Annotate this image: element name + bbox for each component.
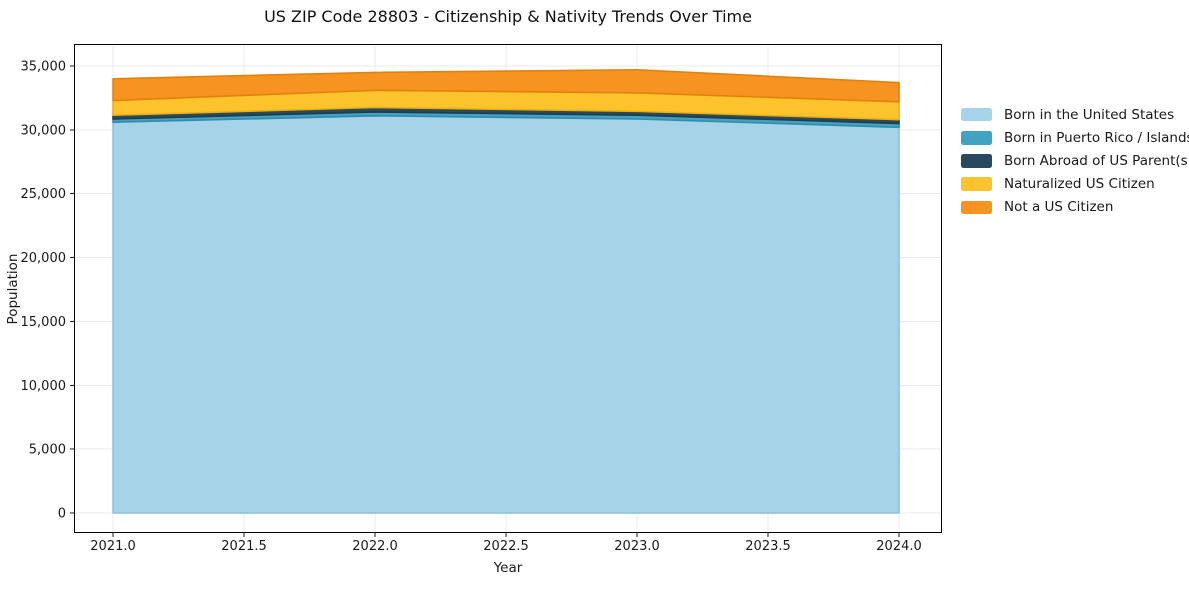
legend-label: Born in Puerto Rico / Islands bbox=[1004, 129, 1189, 146]
legend-swatch-icon bbox=[961, 154, 992, 168]
y-tick-label: 20,000 bbox=[21, 251, 67, 266]
x-tick-label: 2024.0 bbox=[876, 539, 922, 554]
legend-swatch-icon bbox=[961, 107, 992, 122]
legend-label: Born in the United States bbox=[1004, 106, 1175, 123]
x-tick-label: 2023.5 bbox=[745, 539, 791, 554]
legend-swatch-icon bbox=[961, 177, 992, 191]
legend-label: Naturalized US Citizen bbox=[1004, 176, 1155, 193]
area-born-in-the-united-states bbox=[112, 115, 900, 514]
stacked-areas bbox=[112, 69, 900, 514]
legend-item: Born in Puerto Rico / Islands bbox=[961, 126, 1189, 149]
x-tick-label: 2021.5 bbox=[221, 539, 267, 554]
y-tick-label: 10,000 bbox=[21, 379, 67, 394]
legend-swatch-icon bbox=[961, 131, 992, 145]
legend-item: Naturalized US Citizen bbox=[961, 173, 1189, 196]
plot-border bbox=[74, 44, 942, 533]
y-tick-label: 35,000 bbox=[21, 60, 67, 75]
x-tick-label: 2022.5 bbox=[483, 539, 529, 554]
chart-title: US ZIP Code 28803 - Citizenship & Nativi… bbox=[264, 7, 752, 26]
legend-label: Not a US Citizen bbox=[1004, 199, 1114, 216]
y-tick-label: 25,000 bbox=[21, 187, 67, 202]
legend-item: Born Abroad of US Parent(s) bbox=[961, 149, 1189, 172]
legend-label: Born Abroad of US Parent(s) bbox=[1004, 152, 1189, 169]
x-tick-label: 2023.0 bbox=[614, 539, 660, 554]
axis-ticks bbox=[70, 65, 900, 537]
legend-swatch-icon bbox=[961, 200, 992, 215]
legend: Born in the United States Born in Puerto … bbox=[961, 103, 1189, 219]
x-axis-label: Year bbox=[493, 560, 523, 576]
y-tick-label: 0 bbox=[58, 507, 66, 522]
y-axis-label: Population bbox=[5, 254, 21, 325]
y-tick-label: 30,000 bbox=[21, 123, 67, 138]
x-tick-label: 2021.0 bbox=[90, 539, 136, 554]
y-tick-label: 15,000 bbox=[21, 315, 67, 330]
x-tick-label: 2022.0 bbox=[352, 539, 398, 554]
legend-item: Born in the United States bbox=[961, 103, 1189, 126]
legend-item: Not a US Citizen bbox=[961, 196, 1189, 219]
area-not-a-us-citizen bbox=[112, 69, 900, 103]
y-tick-label: 5,000 bbox=[29, 443, 66, 458]
tick-labels: 2021.0 2021.5 2022.0 2022.5 2023.0 2023.5 2024… bbox=[21, 60, 922, 554]
